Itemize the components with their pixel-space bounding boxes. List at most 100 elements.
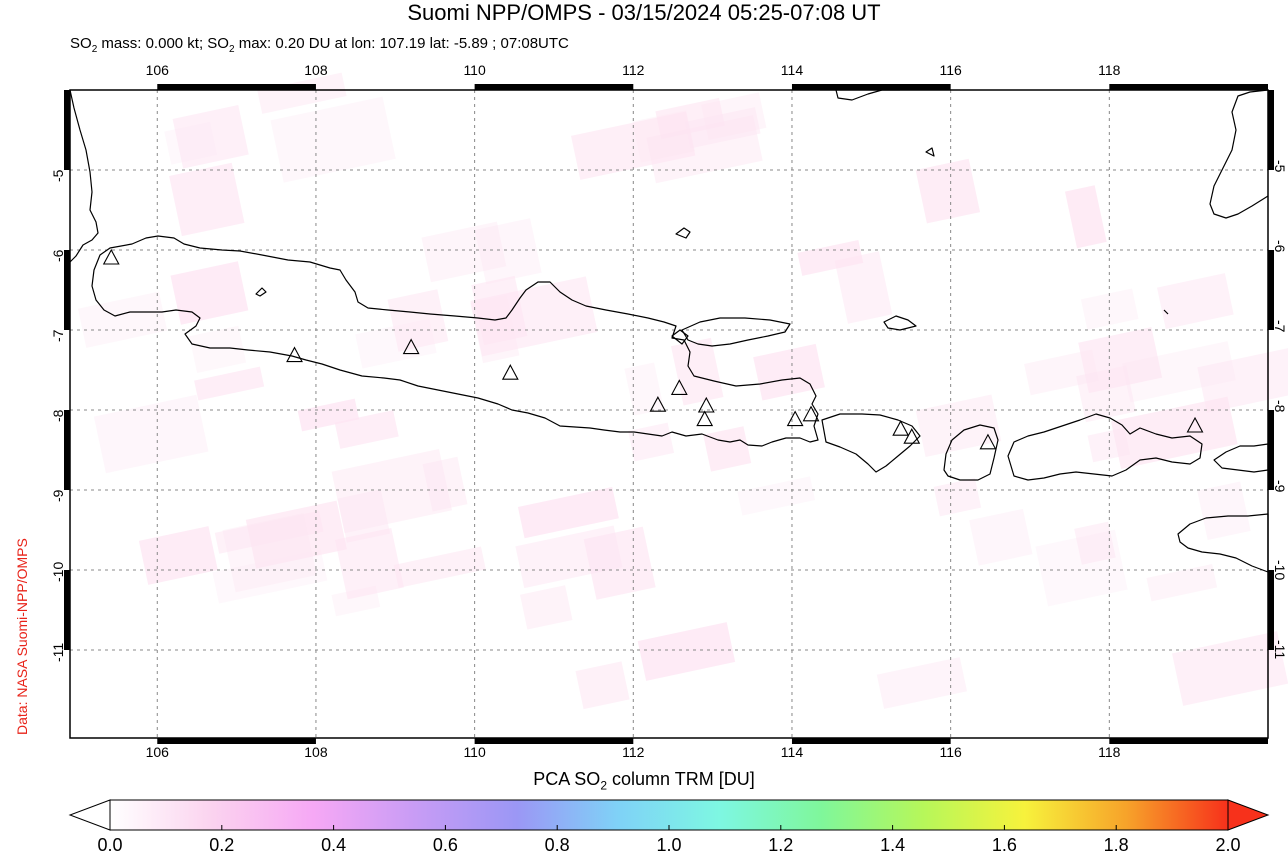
lat-tick-label-right: -9 [1272, 480, 1288, 493]
coastline-java [91, 235, 819, 447]
frame-bar-right [1268, 90, 1274, 170]
lon-tick-label-bottom: 114 [780, 744, 804, 760]
colorbar [68, 799, 1270, 831]
volcano-marker [802, 405, 820, 422]
so2-field-layer [78, 72, 1288, 710]
so2-cell [222, 512, 317, 593]
so2-cell [189, 325, 247, 373]
so2-cell [331, 448, 453, 534]
so2-cell [628, 422, 675, 462]
lat-tick-label-right: -7 [1272, 320, 1288, 333]
lon-tick-label-top: 116 [939, 62, 962, 78]
so2-cell [797, 239, 864, 276]
colorbar-title-part-1: PCA SO [533, 769, 601, 789]
lon-tick-label-top: 112 [622, 62, 645, 78]
so2-cell [834, 251, 893, 324]
subtitle-part-2: mass: 0.000 kt; SO [97, 35, 229, 52]
coastline-island [255, 287, 267, 297]
so2-cell [387, 289, 449, 352]
map-subtitle: SO2 mass: 0.000 kt; SO2 max: 0.20 DU at … [70, 35, 569, 59]
colorbar-tick-label: 2.0 [1215, 835, 1241, 855]
lon-tick-label-top: 108 [304, 62, 328, 78]
lon-tick-label-bottom: 108 [304, 744, 328, 760]
lon-tick-label-top: 118 [1098, 62, 1121, 78]
frame-bar-bottom [1109, 738, 1268, 744]
so2-cell [194, 366, 265, 401]
lat-tick-label-left: -11 [50, 642, 66, 662]
so2-cell [422, 456, 468, 512]
coastline-island [883, 315, 917, 331]
frame-bar-top [157, 84, 316, 90]
volcano-marker [786, 410, 804, 427]
frame-bar-layer [64, 84, 1274, 744]
so2-cell [1197, 481, 1251, 540]
so2-cell [670, 337, 724, 406]
so2-cell [684, 107, 761, 149]
volcano-marker [102, 248, 120, 265]
coastline-layer [69, 89, 1269, 573]
so2-cell [933, 478, 982, 517]
so2-cell [1122, 341, 1236, 403]
volcano-marker [501, 364, 519, 380]
so2-cell [164, 121, 218, 165]
so2-cell [915, 158, 981, 224]
so2-cell [270, 96, 396, 183]
so2-cell [753, 343, 825, 401]
so2-cell [1024, 349, 1099, 396]
colorbar-title: PCA SO2 column TRM [DU] [0, 768, 1288, 797]
lat-tick-label-right: -8 [1272, 400, 1288, 413]
so2-cell [1087, 427, 1131, 463]
lat-tick-label-right: -11 [1272, 640, 1288, 660]
so2-cell [1197, 344, 1288, 413]
volcano-marker [286, 346, 303, 363]
volcano-marker [903, 428, 921, 444]
frame-bar-bottom [474, 738, 634, 744]
frame-bar-bottom [791, 738, 951, 744]
grid-layer [70, 90, 1268, 738]
coastline-sumba [1177, 513, 1269, 573]
coastline-island [1163, 309, 1169, 315]
so2-cell [393, 546, 486, 588]
coastline-sulawesi [1209, 89, 1269, 219]
colorbar-tick-label: 1.8 [1103, 835, 1129, 855]
coastline-lombok [943, 424, 999, 481]
so2-cell [337, 489, 391, 543]
colorbar-tick-label: 0.8 [544, 835, 570, 855]
colorbar-tick-label: 0.4 [321, 835, 347, 855]
so2-cell [93, 394, 209, 474]
lat-tick-label-left: -7 [50, 329, 66, 342]
map-title: Suomi NPP/OMPS - 03/15/2024 05:25-07:08 … [407, 0, 881, 25]
coastline-sumatra [69, 89, 99, 263]
so2-cell [583, 526, 656, 600]
so2-cell [1065, 185, 1107, 249]
frame-bar-top [474, 84, 634, 90]
so2-cell [297, 398, 360, 432]
lat-tick-label-right: -6 [1272, 240, 1288, 253]
coastline-island [671, 329, 689, 345]
coastline-flores [1213, 443, 1269, 473]
lat-tick-label-right: -5 [1272, 160, 1288, 173]
so2-cell [1078, 327, 1163, 394]
so2-cell [637, 622, 736, 681]
frame-bar-left [64, 410, 70, 490]
so2-cell [474, 218, 542, 285]
so2-cell [169, 162, 245, 237]
so2-cell [170, 261, 249, 325]
so2-cell [212, 549, 328, 604]
so2-cell [1157, 273, 1234, 329]
so2-cell [172, 105, 249, 169]
so2-cell [421, 221, 507, 283]
lat-tick-label-left: -6 [50, 249, 66, 262]
lon-tick-label-bottom: 106 [145, 744, 169, 760]
so2-cell [655, 97, 725, 140]
so2-cell [214, 510, 324, 554]
so2-cell [575, 661, 630, 710]
frame-bar-left [64, 90, 70, 170]
volcano-layer [102, 248, 1204, 450]
colorbar-tick-label: 1.4 [880, 835, 906, 855]
coastline-borneo [835, 89, 900, 101]
subtitle-part-3: max: 0.20 DU at lon: 107.19 lat: -5.89 ;… [234, 35, 569, 52]
so2-cell [78, 291, 168, 348]
colorbar-tick-label: 0.0 [97, 835, 123, 855]
